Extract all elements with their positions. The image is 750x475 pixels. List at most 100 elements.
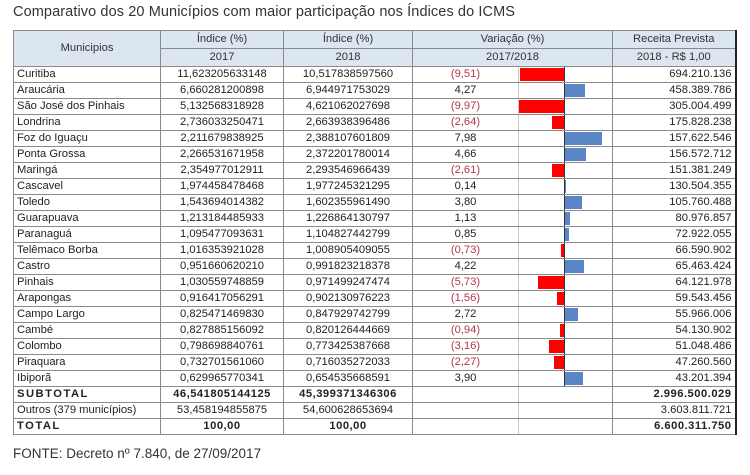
indice-2017: 0,732701561060 [160, 354, 284, 371]
bar-axis [564, 291, 565, 306]
indice-2017: 2,211679838925 [160, 130, 284, 147]
variacao-bar [549, 340, 564, 353]
variacao-bar-cell [518, 178, 613, 195]
table-row: Castro 0,951660620210 0,991823218378 4,22 65… [13, 258, 737, 275]
variacao-bar [551, 164, 564, 177]
indice-2017: 5,132568318928 [160, 98, 284, 115]
bar-axis [564, 163, 565, 178]
municipio-name: Castro [13, 258, 161, 275]
indice-2018: 10,517838597560 [283, 66, 413, 83]
variacao-bar-cell [518, 322, 613, 339]
variacao-bar-cell [518, 162, 613, 179]
variacao-bar-cell [518, 146, 613, 163]
table-row: Ponta Grossa 2,266531671958 2,372201780014… [13, 146, 737, 163]
variacao-value: 1,13 [412, 210, 519, 227]
table-row: Campo Largo 0,825471469830 0,847929742799 2… [13, 306, 737, 323]
variacao-bar-cell [518, 82, 613, 99]
table-row: Araucária 6,660281200898 6,944971753029 4,2… [13, 82, 737, 99]
receita-value: 47.260.560 [612, 354, 737, 371]
variacao-bar [565, 84, 585, 97]
outros-2018: 54,600628653694 [283, 402, 413, 419]
receita-value: 64.121.978 [612, 274, 737, 291]
variacao-bar-cell [518, 338, 613, 355]
indice-2018: 1,977245321295 [283, 178, 413, 195]
indice-2017: 2,266531671958 [160, 146, 284, 163]
variacao-bar [518, 100, 564, 113]
municipio-name: Toledo [13, 194, 161, 211]
bar-axis [564, 67, 565, 82]
indice-2018: 0,902130976223 [283, 290, 413, 307]
variacao-bar-cell [518, 306, 613, 323]
bar-axis [564, 131, 565, 146]
receita-value: 51.048.486 [612, 338, 737, 355]
header-receita: Receita Prevista [612, 30, 737, 49]
total-2018: 100,00 [283, 418, 413, 435]
indice-2017: 11,623205633148 [160, 66, 284, 83]
total-bar-cell [518, 418, 613, 435]
subtotal-receita: 2.996.500.029 [612, 386, 737, 403]
table-row: Foz do Iguaçu 2,211679838925 2,38810760180… [13, 130, 737, 147]
receita-value: 694.210.136 [612, 66, 737, 83]
table-row: Telêmaco Borba 1,016353921028 1,0089054090… [13, 242, 737, 259]
receita-value: 55.966.006 [612, 306, 737, 323]
indice-2018: 0,654535668591 [283, 370, 413, 387]
bar-axis [564, 371, 565, 386]
variacao-bar [565, 196, 583, 209]
variacao-value: (9,97) [412, 98, 519, 115]
indice-2017: 1,974458478468 [160, 178, 284, 195]
variacao-bar-cell [518, 114, 613, 131]
indice-2018: 0,991823218378 [283, 258, 413, 275]
receita-value: 43.201.394 [612, 370, 737, 387]
table-row: Curitiba 11,623205633148 10,517838597560 (9… [13, 66, 737, 83]
variacao-bar [520, 68, 564, 81]
bar-axis [564, 355, 565, 370]
variacao-bar [565, 308, 578, 321]
variacao-bar [551, 116, 564, 129]
subtotal-row: SUBTOTAL 46,541805144125 45,399371346306… [13, 386, 737, 403]
indice-2018: 1,226864130797 [283, 210, 413, 227]
variacao-value: (2,61) [412, 162, 519, 179]
variacao-value: (0,94) [412, 322, 519, 339]
table-row: São José dos Pinhais 5,132568318928 4,6210… [13, 98, 737, 115]
receita-value: 66.590.902 [612, 242, 737, 259]
variacao-bar [556, 292, 564, 305]
variacao-value: 7,98 [412, 130, 519, 147]
source-footnote: FONTE: Decreto nº 7.840, de 27/09/2017 [13, 446, 262, 461]
municipio-name: Londrina [13, 114, 161, 131]
variacao-value: (5,73) [412, 274, 519, 291]
variacao-bar [560, 244, 564, 257]
indice-2018: 1,602355961490 [283, 194, 413, 211]
receita-value: 105.760.488 [612, 194, 737, 211]
header-indice-2018: Índice (%) [283, 30, 413, 49]
subtotal-bar-cell [518, 386, 613, 403]
bar-axis [564, 195, 565, 210]
municipio-name: São José dos Pinhais [13, 98, 161, 115]
variacao-bar [565, 212, 571, 225]
table-row: Arapongas 0,916417056291 0,902130976223 (1,… [13, 290, 737, 307]
indice-2018: 2,663938396486 [283, 114, 413, 131]
indice-2018: 2,293546966439 [283, 162, 413, 179]
variacao-bar-cell [518, 242, 613, 259]
bar-axis [564, 307, 565, 322]
bar-axis [564, 323, 565, 338]
variacao-value: 3,90 [412, 370, 519, 387]
variacao-bar-cell [518, 98, 613, 115]
variacao-value: 4,66 [412, 146, 519, 163]
variacao-bar-cell [518, 354, 613, 371]
bar-axis [564, 211, 565, 226]
variacao-value: (9,51) [412, 66, 519, 83]
variacao-value: 0,85 [412, 226, 519, 243]
variacao-value: (2,27) [412, 354, 519, 371]
bar-axis [564, 83, 565, 98]
total-label: TOTAL [13, 418, 161, 435]
bar-axis [564, 99, 565, 114]
variacao-bar [537, 276, 564, 289]
variacao-bar [565, 372, 583, 385]
variacao-value: (3,16) [412, 338, 519, 355]
table-row: Maringá 2,354977012911 2,293546966439 (2,61… [13, 162, 737, 179]
bar-axis [564, 339, 565, 354]
variacao-bar [559, 324, 564, 337]
variacao-bar-cell [518, 66, 613, 83]
receita-value: 305.004.499 [612, 98, 737, 115]
table-row: Paranaguá 1,095477093631 1,104827442799 0,8… [13, 226, 737, 243]
